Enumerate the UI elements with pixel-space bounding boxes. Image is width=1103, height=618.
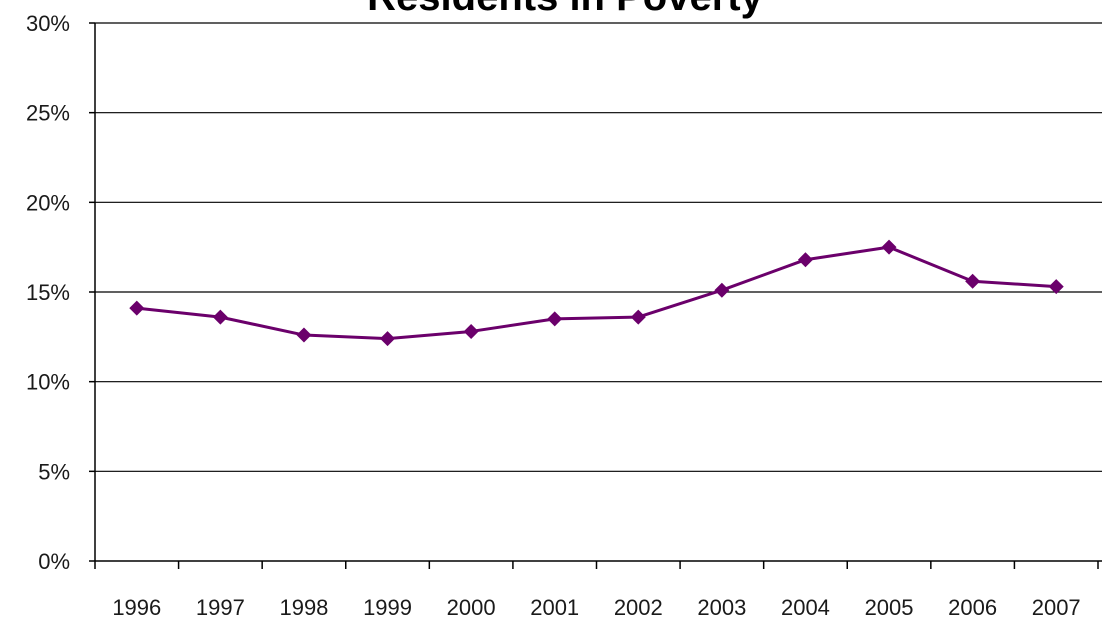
x-tick-label: 2007 [1032,595,1081,618]
x-tick-label: 2000 [447,595,496,618]
x-tick-label: 2004 [781,595,830,618]
data-point-1999 [380,331,396,347]
x-tick-label: 1999 [363,595,412,618]
data-point-2006 [965,273,981,289]
y-tick-label: 20% [26,190,70,215]
x-tick-label: 2003 [697,595,746,618]
chart-title: Residents in Poverty [367,0,763,19]
data-point-2004 [797,252,813,268]
x-tick-label: 1996 [112,595,161,618]
data-point-2002 [630,309,646,325]
y-tick-label: 15% [26,280,70,305]
x-tick-label: 1997 [196,595,245,618]
x-tick-label: 2006 [948,595,997,618]
data-point-1997 [212,309,228,325]
data-point-1998 [296,327,312,343]
data-point-2005 [881,239,897,255]
axis-layer [89,22,1102,569]
data-point-2001 [547,311,563,327]
data-point-1996 [129,300,145,316]
y-tick-label: 10% [26,370,70,395]
y-tick-labels: 0% 5% 10% 15% 20% 25% 30% [26,11,70,574]
y-tick-label: 30% [26,11,70,36]
title-layer: Residents in Poverty [367,0,763,19]
series-line [136,245,1057,341]
y-tick-label: 25% [26,101,70,126]
x-tick-label: 2001 [530,595,579,618]
x-tick-label: 2002 [614,595,663,618]
series-layer [129,239,1064,347]
data-point-2007 [1048,279,1064,295]
data-point-2003 [714,282,730,298]
y-tick-label: 5% [38,459,70,484]
data-point-2000 [463,323,479,339]
y-tick-label: 0% [38,549,70,574]
x-tick-label: 2005 [865,595,914,618]
x-tick-labels: 1996 1997 1998 1999 2000 2001 2002 2003 2004 2005… [112,595,1080,618]
x-tick-label: 1998 [279,595,328,618]
grid-layer [95,22,1102,472]
